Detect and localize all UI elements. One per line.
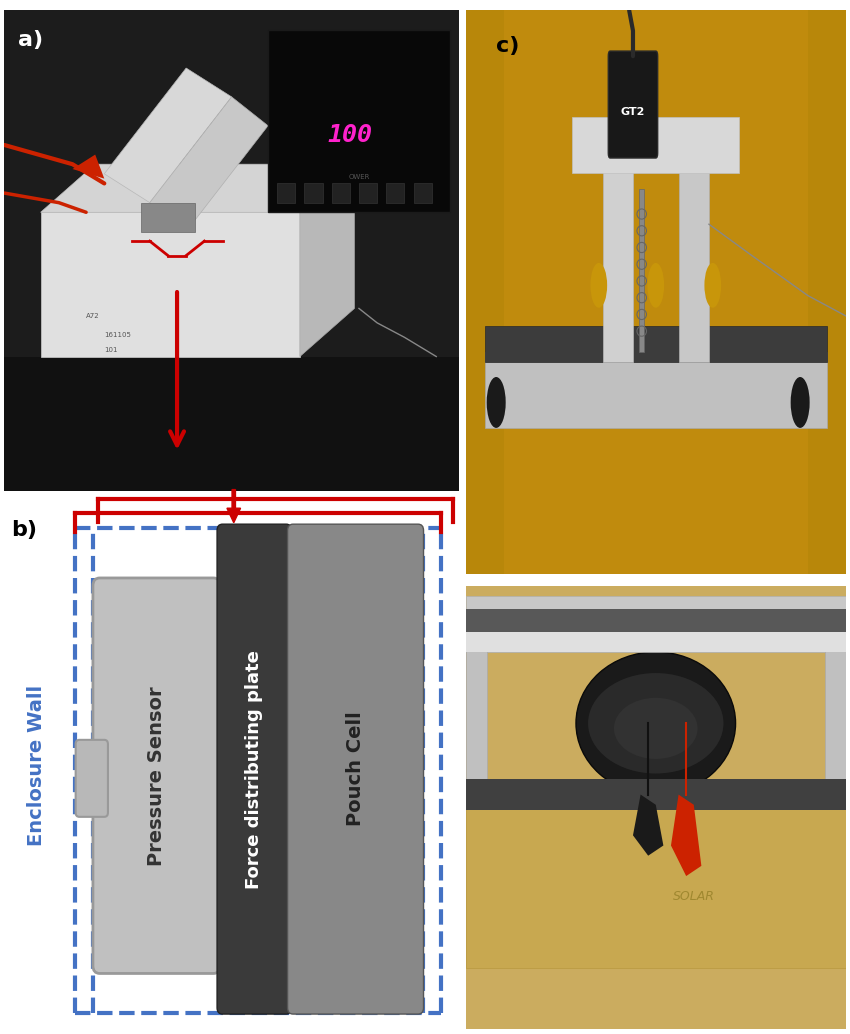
Bar: [268, 30, 450, 212]
Text: 161105: 161105: [105, 332, 131, 338]
Polygon shape: [150, 97, 268, 232]
FancyBboxPatch shape: [609, 51, 658, 158]
Polygon shape: [41, 212, 300, 357]
Text: c): c): [496, 36, 519, 56]
Polygon shape: [671, 794, 701, 876]
Bar: [466, 596, 846, 652]
Text: a): a): [18, 30, 43, 50]
FancyBboxPatch shape: [217, 524, 292, 1014]
Bar: [638, 188, 644, 352]
Bar: [572, 117, 740, 174]
Text: Pressure Sensor: Pressure Sensor: [147, 686, 166, 865]
Circle shape: [487, 377, 506, 428]
Bar: [466, 804, 846, 968]
Bar: [141, 203, 196, 232]
FancyBboxPatch shape: [76, 740, 108, 817]
Ellipse shape: [576, 652, 735, 794]
Bar: [504, 10, 808, 581]
Text: Enclosure Wall: Enclosure Wall: [26, 685, 46, 846]
Bar: [466, 647, 487, 785]
Bar: [304, 183, 323, 203]
Text: GT2: GT2: [620, 108, 645, 117]
Text: b): b): [11, 520, 37, 540]
Bar: [332, 183, 350, 203]
Circle shape: [705, 263, 721, 308]
Bar: [466, 780, 846, 810]
Bar: [484, 352, 827, 428]
Circle shape: [648, 263, 664, 308]
FancyBboxPatch shape: [93, 578, 220, 973]
Bar: [678, 138, 709, 362]
Text: OWER: OWER: [348, 174, 370, 180]
Bar: [466, 574, 846, 586]
Bar: [466, 10, 846, 581]
Polygon shape: [72, 155, 105, 179]
Text: Force distributing plate: Force distributing plate: [246, 649, 264, 888]
Polygon shape: [41, 164, 354, 212]
Circle shape: [790, 377, 810, 428]
Polygon shape: [300, 164, 354, 357]
Text: A72: A72: [86, 313, 99, 320]
Circle shape: [591, 263, 607, 308]
Text: 101: 101: [105, 346, 118, 353]
Text: 100: 100: [327, 123, 372, 148]
Bar: [466, 632, 846, 652]
Bar: [386, 183, 405, 203]
Polygon shape: [633, 794, 663, 856]
Bar: [824, 647, 846, 785]
Ellipse shape: [587, 672, 724, 774]
Polygon shape: [105, 68, 231, 203]
Bar: [4, 357, 459, 491]
FancyBboxPatch shape: [287, 524, 423, 1014]
Bar: [466, 581, 846, 1029]
Text: SOLAR: SOLAR: [673, 890, 715, 903]
Bar: [359, 183, 377, 203]
Bar: [484, 326, 827, 362]
Ellipse shape: [614, 698, 698, 759]
Bar: [466, 581, 846, 1029]
Bar: [277, 183, 295, 203]
Text: Pouch Cell: Pouch Cell: [346, 711, 365, 826]
Bar: [466, 609, 846, 632]
Bar: [603, 138, 633, 362]
Bar: [413, 183, 432, 203]
